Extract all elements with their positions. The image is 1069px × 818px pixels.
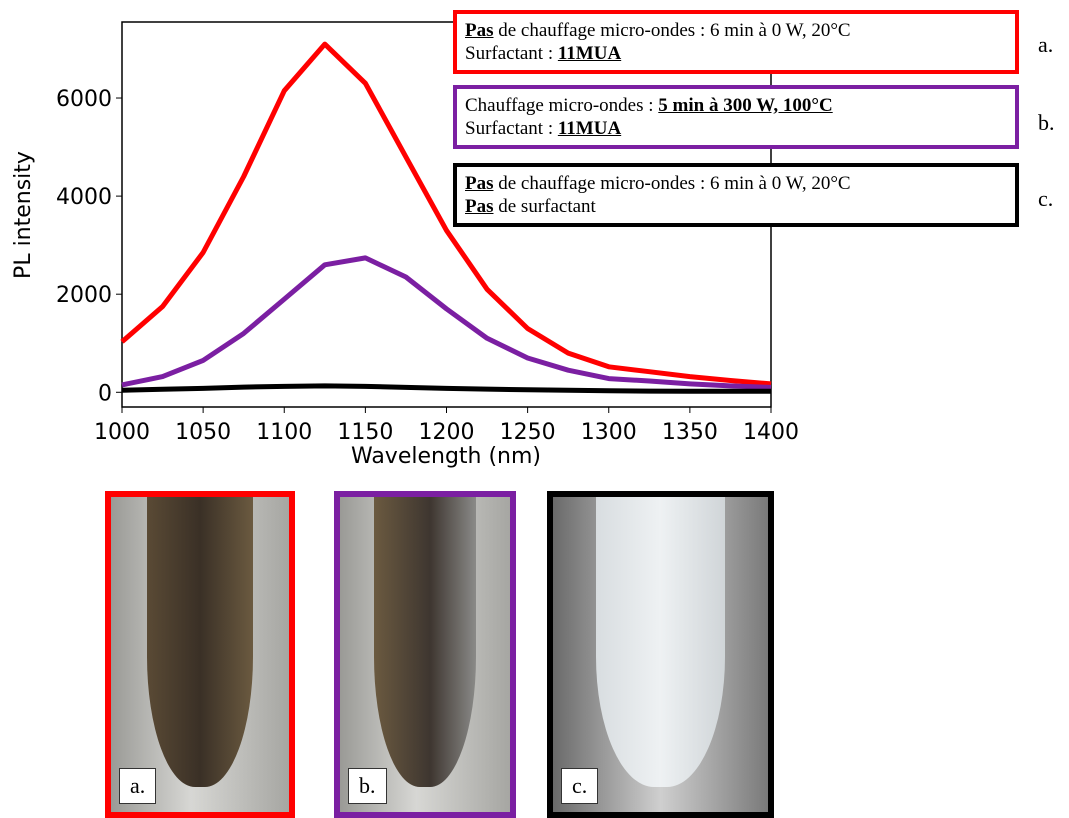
legend-text: de chauffage micro-ondes : 6 min à 0 W, … — [493, 20, 851, 41]
y-tick-label: 2000 — [56, 283, 112, 308]
legend-box: Pas de chauffage micro-ondes : 6 min à 0… — [453, 10, 1019, 74]
x-tick-label: 1100 — [256, 420, 312, 445]
photo: c. — [547, 491, 774, 818]
legend-label: b. — [1038, 110, 1055, 135]
tube — [146, 497, 254, 787]
x-tick-label: 1350 — [662, 420, 718, 445]
legend-box: Pas de chauffage micro-ondes : 6 min à 0… — [453, 163, 1019, 227]
photo-label: b. — [348, 768, 387, 804]
tube — [374, 497, 476, 787]
legend-text: Pas — [465, 20, 494, 41]
photo: a. — [105, 491, 295, 818]
x-axis-label: Wavelength (nm) — [351, 444, 541, 469]
legend-text: 11MUA — [557, 118, 622, 139]
x-tick-label: 1000 — [94, 420, 150, 445]
legend-text: Pas — [465, 173, 494, 194]
line — [121, 255, 772, 390]
x-tick-label: 1150 — [337, 420, 393, 445]
line — [120, 41, 772, 387]
y-tick-label: 6000 — [56, 87, 112, 112]
legend-text: de surfactant — [493, 196, 596, 217]
photo: b. — [334, 491, 516, 818]
y-axis-label: PL intensity — [11, 151, 36, 279]
legend-label: c. — [1038, 186, 1054, 211]
legend-text: de chauffage micro-ondes : 6 min à 0 W, … — [493, 173, 851, 194]
line — [121, 383, 771, 394]
y-tick-label: 0 — [98, 381, 112, 406]
x-tick-label: 1200 — [419, 420, 475, 445]
legend-text: Surfactant : — [465, 118, 558, 139]
x-tick-label: 1250 — [500, 420, 556, 445]
legend-text: 11MUA — [557, 43, 622, 64]
tube — [596, 497, 725, 787]
legend-label: a. — [1038, 32, 1054, 57]
x-tick-label: 1400 — [743, 420, 799, 445]
legend-text: Pas — [465, 196, 494, 217]
legend-text: Surfactant : — [465, 43, 558, 64]
legend-text: Chauffage micro-ondes : — [465, 95, 659, 116]
x-tick-label: 1300 — [581, 420, 637, 445]
photo-label: a. — [119, 768, 157, 804]
legend-box: Chauffage micro-ondes : 5 min à 300 W, 1… — [453, 85, 1019, 149]
y-tick-label: 4000 — [56, 185, 112, 210]
legend-text: 5 min à 300 W, 100°C — [658, 95, 833, 116]
x-tick-label: 1050 — [175, 420, 231, 445]
photo-label: c. — [561, 768, 599, 804]
